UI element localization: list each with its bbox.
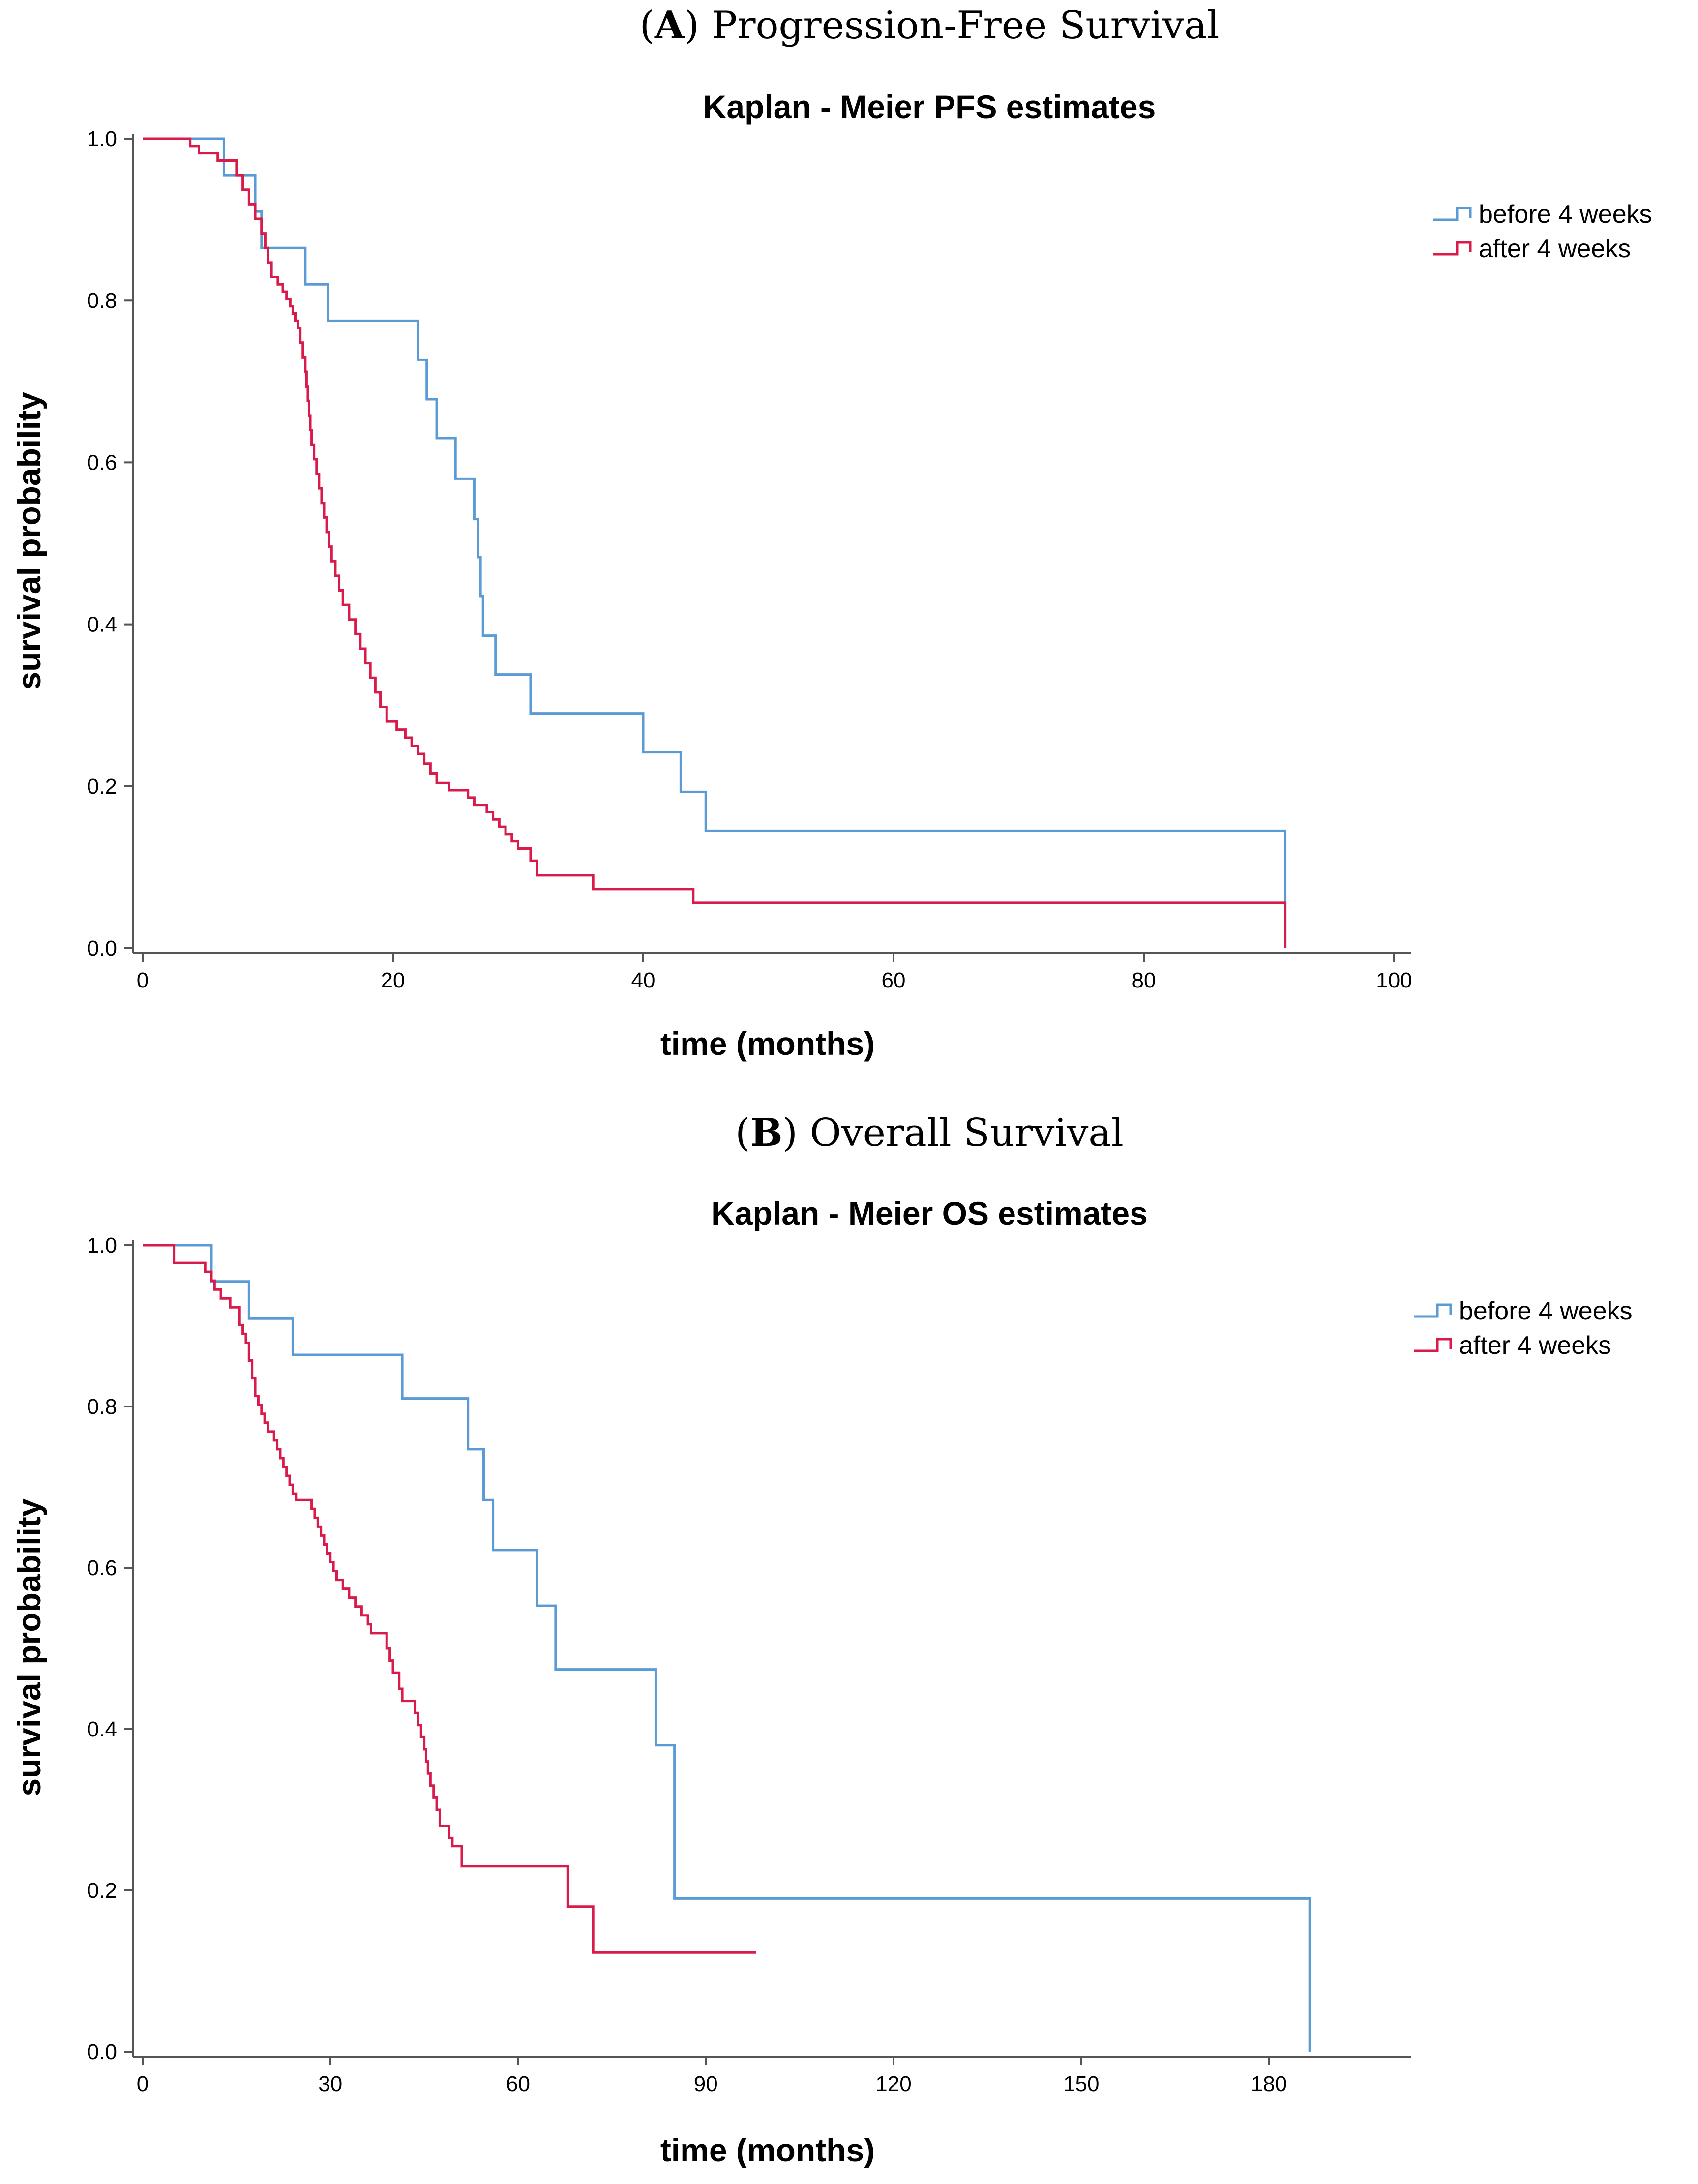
km-curve-after (143, 1244, 756, 1954)
x-tick-label: 30 (318, 2072, 342, 2096)
panel-title-b: (B) Overall Survival (735, 1110, 1124, 1155)
legend-swatch-after (1414, 1338, 1452, 1352)
x-tick-label: 90 (694, 2072, 718, 2096)
legend-swatch-before (1414, 1303, 1452, 1318)
x-tick-label: 60 (882, 968, 906, 992)
curves-os (143, 1244, 1311, 2052)
panel-name-b: Overall Survival (810, 1111, 1124, 1155)
x-tick-label: 40 (631, 968, 655, 992)
y-tick-label: 0.4 (87, 1717, 117, 1741)
panel-pfs: (A) Progression-Free Survival Kaplan - M… (11, 3, 1652, 1062)
legend-swatch-before (1433, 207, 1472, 221)
km-curve-after (143, 137, 1287, 948)
y-axis-label-os: survival probability (11, 1498, 47, 1796)
curves-pfs (143, 137, 1287, 948)
legend-swatch-after (1433, 241, 1472, 256)
x-tick-label: 80 (1132, 968, 1156, 992)
legend-label-after: after 4 weeks (1459, 1331, 1611, 1360)
x-axis-label-pfs: time (months) (660, 1025, 875, 1062)
y-tick-label: 0.2 (87, 775, 117, 799)
km-curve-before (143, 1244, 1311, 2052)
y-tick-label: 0.6 (87, 450, 117, 475)
chart-title-pfs: Kaplan - Meier PFS estimates (703, 89, 1156, 125)
legend-pfs: before 4 weeks after 4 weeks (1433, 200, 1652, 263)
x-tick-label: 0 (137, 968, 149, 992)
panel-name-a: Progression-Free Survival (712, 3, 1220, 48)
x-tick-label: 20 (381, 968, 405, 992)
y-tick-label: 1.0 (87, 1233, 117, 1257)
panel-letter-a: A (654, 3, 685, 48)
y-axis-label-pfs: survival probability (11, 392, 47, 689)
legend-label-after: after 4 weeks (1479, 235, 1631, 263)
y-tick-label: 0.6 (87, 1556, 117, 1580)
y-tick-label: 0.0 (87, 2040, 117, 2064)
y-tick-label: 0.4 (87, 613, 117, 637)
legend-label-before: before 4 weeks (1459, 1297, 1633, 1325)
axes-os: 0.0 0.2 0.4 0.6 0.8 1.0 0 30 60 90 120 150 180 (87, 1233, 1411, 2096)
x-tick-label: 150 (1063, 2072, 1099, 2096)
x-tick-label: 0 (137, 2072, 149, 2096)
panel-title-a: (A) Progression-Free Survival (640, 3, 1220, 48)
legend-os: before 4 weeks after 4 weeks (1414, 1297, 1633, 1360)
legend-label-before: before 4 weeks (1479, 200, 1652, 229)
axes-pfs: 0.0 0.2 0.4 0.6 0.8 1.0 0 20 40 60 80 100 (87, 127, 1412, 992)
panel-letter-b: B (750, 1110, 783, 1155)
y-tick-label: 0.8 (87, 289, 117, 313)
panel-os: (B) Overall Survival Kaplan - Meier OS e… (11, 1110, 1633, 2168)
x-tick-label: 100 (1376, 968, 1412, 992)
chart-title-os: Kaplan - Meier OS estimates (711, 1195, 1148, 1231)
x-tick-label: 60 (506, 2072, 530, 2096)
x-tick-label: 180 (1251, 2072, 1287, 2096)
x-tick-label: 120 (875, 2072, 911, 2096)
y-tick-label: 0.2 (87, 1879, 117, 1903)
y-tick-label: 1.0 (87, 127, 117, 151)
y-tick-label: 0.8 (87, 1395, 117, 1419)
x-axis-label-os: time (months) (660, 2132, 875, 2168)
y-tick-label: 0.0 (87, 936, 117, 960)
km-curve-before (143, 137, 1287, 948)
